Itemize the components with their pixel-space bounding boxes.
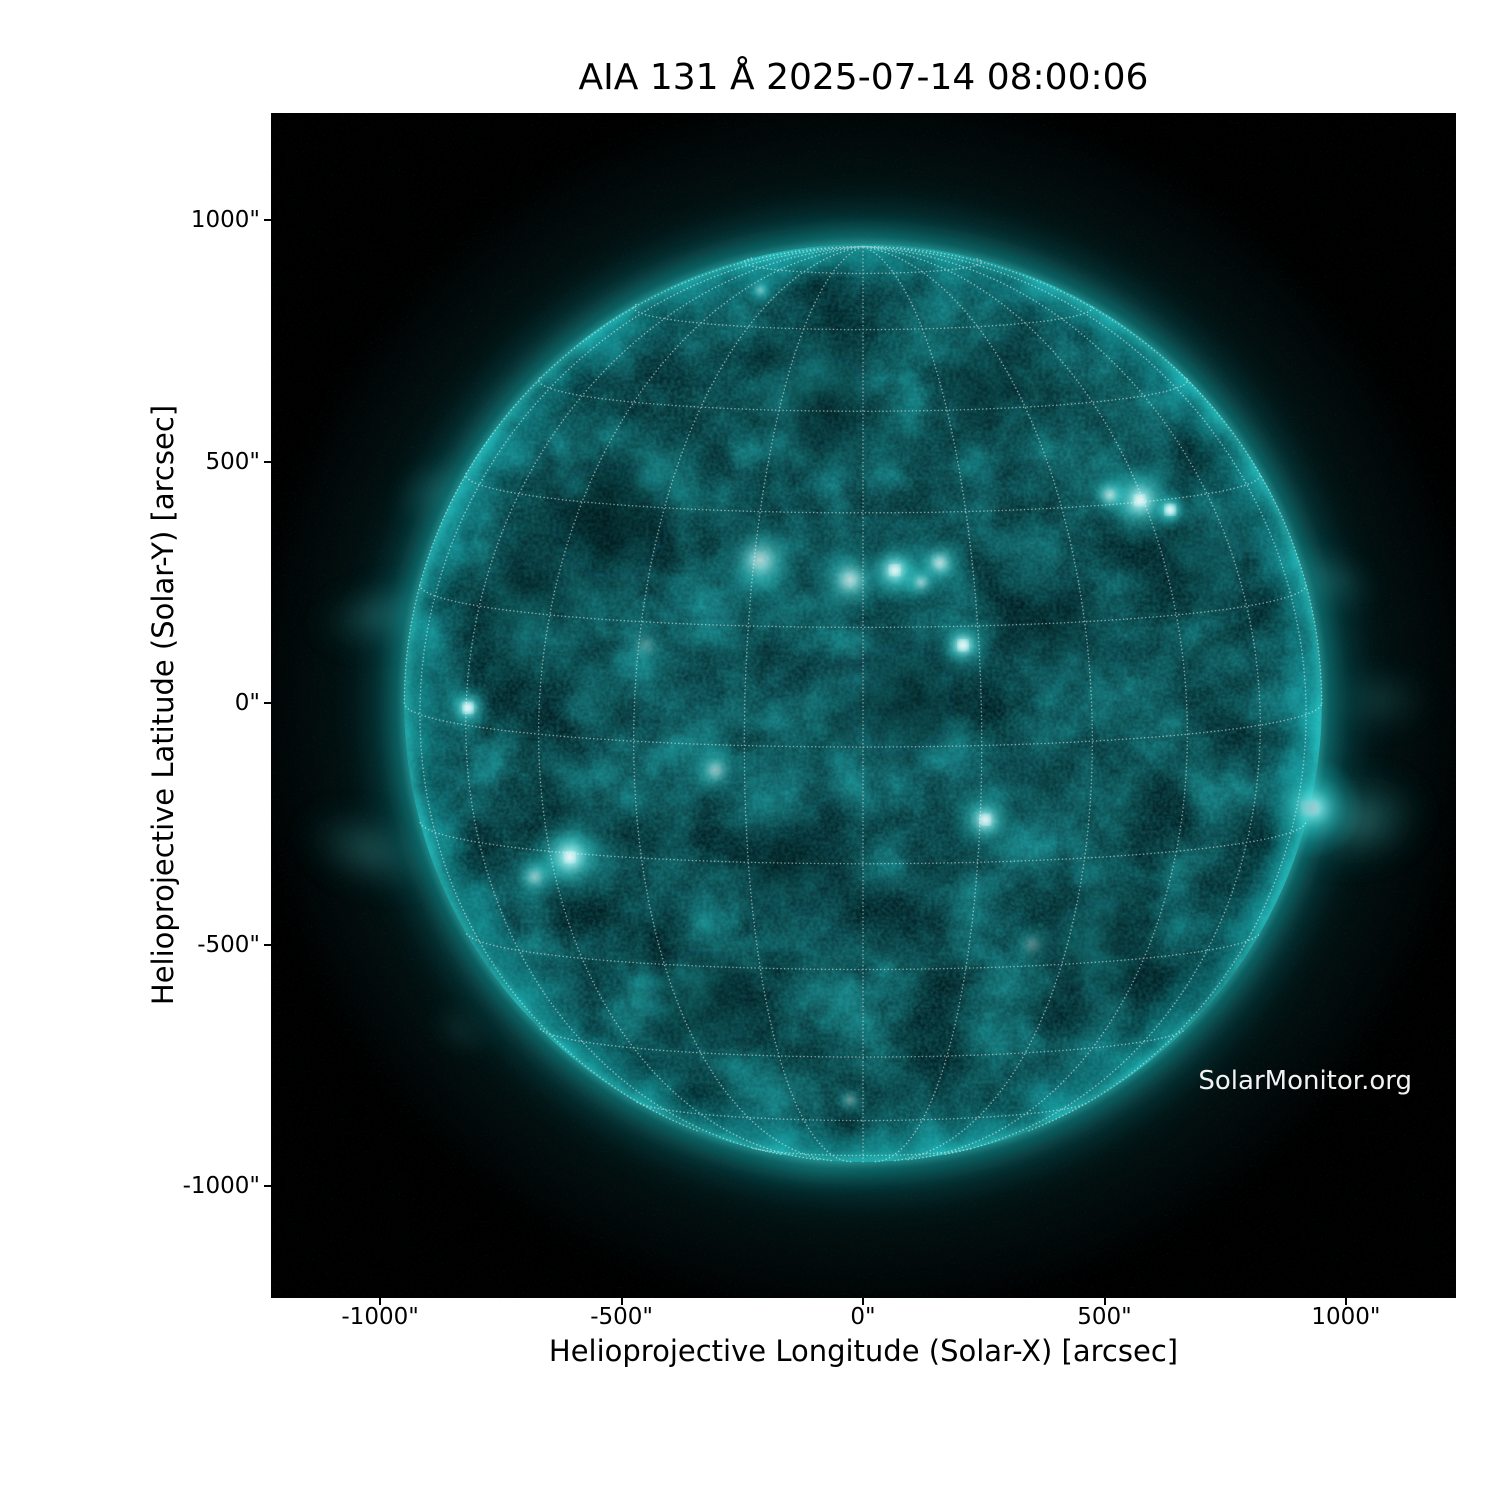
y-tick-label: 500" [205,448,260,475]
x-tick-mark [1344,1298,1347,1305]
active-region [616,616,675,675]
x-tick-mark [1103,1298,1106,1305]
active-region-core [958,640,968,651]
active-region [743,273,778,308]
active-region [828,1078,872,1122]
y-tick-label: -1000" [182,1173,260,1199]
active-region-core [889,565,900,576]
active-region [711,511,809,609]
x-tick-mark [379,1298,382,1305]
y-tick-mark [264,460,271,463]
active-region-core [463,702,473,713]
figure-title: AIA 131 Å 2025-07-14 08:00:06 [578,57,1149,98]
x-tick-label: 1000" [1311,1304,1381,1330]
active-region [1083,468,1137,522]
limb-ring [371,211,1355,1195]
y-tick-label: -500" [197,931,260,958]
y-tick-label: 1000" [190,207,260,234]
x-tick-mark [862,1298,864,1305]
active-region [505,847,564,906]
active-region-core [980,814,991,825]
active-region-core [1134,495,1145,506]
x-tick-mark [620,1298,623,1305]
plot-area: SolarMonitor.org [271,113,1456,1298]
solar-image [271,113,1456,1298]
x-tick-label: -500" [590,1304,653,1330]
x-tick-label: 0" [850,1304,876,1330]
y-tick-label: 0" [234,690,260,717]
coronal-holes [462,332,1259,1073]
active-region [683,738,747,802]
active-region [896,558,946,607]
y-tick-mark [264,1185,271,1187]
x-tick-label: -1000" [341,1304,419,1330]
active-region [1005,917,1059,972]
x-tick-label: 500" [1077,1304,1132,1330]
active-region-core [1165,504,1176,515]
heliographic-grid [403,245,1323,1163]
x-axis-label: Helioprojective Longitude (Solar-X) [arc… [548,1334,1179,1368]
y-tick-mark [264,702,271,705]
active-region-core [564,852,575,863]
watermark: SolarMonitor.org [1198,1066,1412,1096]
y-tick-mark [264,943,271,946]
y-tick-mark [264,219,271,222]
